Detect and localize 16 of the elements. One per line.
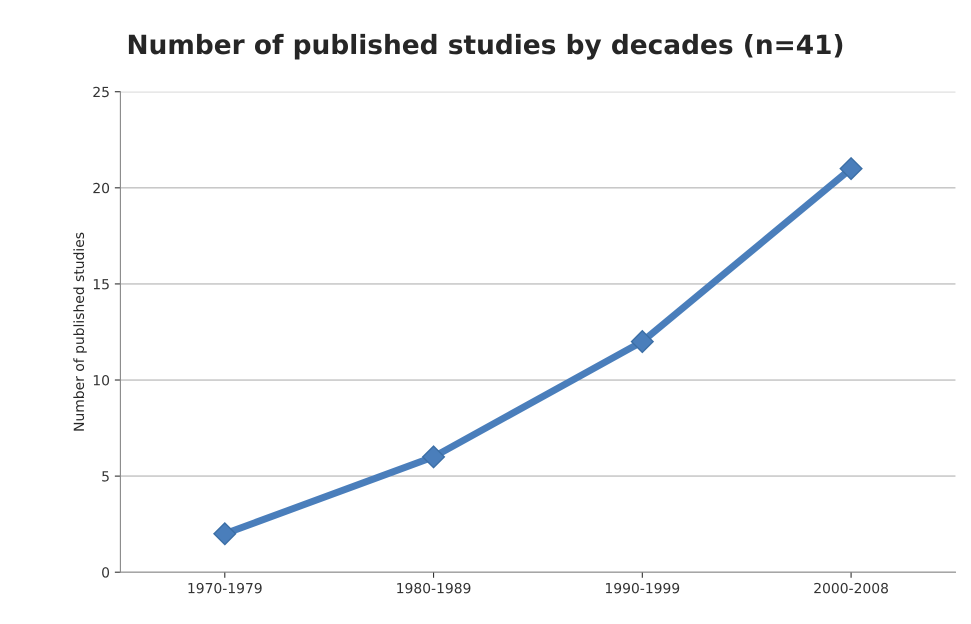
point (422, 445, 446, 468)
y-axis-title: Number of published studies (73, 232, 87, 431)
y-tick-label: 10 (94, 374, 110, 386)
y-tick-label: 0 (102, 567, 110, 578)
point (213, 522, 236, 546)
y-tick-label: 15 (94, 279, 109, 290)
point (840, 157, 863, 180)
x-tick-label: 1980-1989 (397, 582, 470, 594)
x-tick-label: 2000-2008 (814, 582, 888, 594)
y-tick-label: 25 (93, 86, 109, 98)
x-tick-label: 1990-1999 (606, 582, 680, 594)
y-tick-label: 20 (93, 182, 110, 194)
y-tick-label: 5 (102, 471, 109, 482)
x-tick-label: 1970-1979 (188, 582, 262, 594)
point (630, 330, 654, 354)
chart-title: Number of published studies by decades (n=41) (128, 34, 842, 60)
